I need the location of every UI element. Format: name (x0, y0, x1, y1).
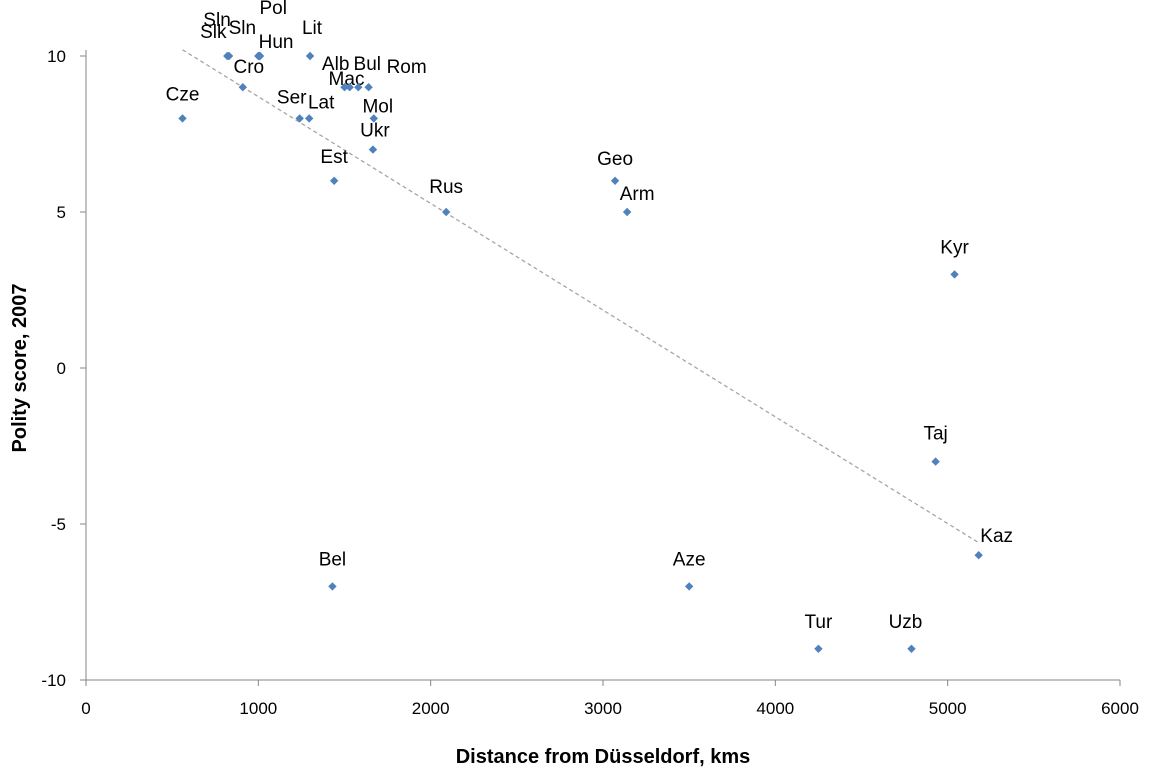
data-point-mol (369, 114, 378, 123)
x-tick-label: 0 (81, 699, 90, 718)
data-label-geo: Geo (597, 149, 633, 170)
data-point-cro (238, 83, 248, 92)
data-label-bul: Bul (354, 54, 381, 75)
data-label-cze: Cze (166, 84, 200, 105)
x-tick-label: 3000 (584, 699, 622, 718)
data-label-slk: Slk (200, 22, 227, 43)
data-point-lit (305, 51, 315, 61)
x-tick-label: 5000 (929, 699, 967, 718)
data-point-bul (354, 83, 363, 92)
data-label-alb: Alb (322, 54, 349, 75)
data-point-geo (610, 176, 620, 185)
data-label-mol: Mol (362, 96, 393, 117)
y-tick-label: 0 (57, 359, 66, 378)
data-point-tur (814, 644, 823, 653)
data-point-arm (622, 207, 632, 217)
y-tick-label: 5 (57, 203, 66, 222)
data-label-sln: Sln (203, 10, 230, 31)
data-label-est: Est (320, 147, 348, 168)
y-axis-title: Polity score, 2007 (9, 284, 31, 453)
x-tick-label: 4000 (756, 699, 794, 718)
data-label-mac: Mac (329, 69, 365, 90)
data-point-rus (441, 207, 451, 217)
data-label-rom: Rom (387, 57, 427, 78)
data-label-pol: Pol (259, 0, 286, 19)
data-label-bel: Bel (319, 549, 346, 570)
y-tick-label: -10 (41, 671, 66, 690)
y-tick-label: 10 (47, 47, 66, 66)
data-label-arm: Arm (620, 184, 655, 205)
data-point-ukr (368, 145, 378, 154)
data-label-uzb: Uzb (889, 612, 923, 633)
data-label-sln: Sln (229, 18, 256, 39)
x-tick-label: 1000 (239, 699, 277, 718)
data-point-est (329, 176, 339, 185)
data-point-hun (255, 51, 265, 61)
data-point-uzb (907, 644, 916, 653)
x-tick-label: 2000 (412, 699, 450, 718)
y-tick-label: -5 (51, 515, 66, 534)
plot-area: 0 1000 2000 3000 4000 5000 6000 10 5 0 -5 -10 Cze Slk… (41, 0, 1138, 718)
data-point-lat (304, 114, 314, 123)
data-label-kaz: Kaz (980, 526, 1013, 547)
data-label-tur: Tur (805, 612, 833, 633)
data-point-cze (178, 114, 187, 123)
data-point-sln (224, 51, 234, 61)
data-point-mac (340, 83, 349, 92)
data-label-kyr: Kyr (940, 237, 969, 258)
data-point-taj (931, 457, 940, 466)
data-label-aze: Aze (673, 549, 706, 570)
trendline (182, 49, 980, 544)
x-axis-title: Distance from Düsseldorf, kms (456, 746, 751, 768)
data-label-lat: Lat (308, 92, 335, 113)
data-label-rus: Rus (429, 177, 463, 198)
data-point-kyr (950, 270, 959, 279)
data-point-rom (364, 83, 373, 92)
data-label-lit: Lit (302, 18, 323, 39)
data-label-ser: Ser (277, 87, 307, 108)
data-point-aze (684, 582, 694, 591)
data-point-bel (328, 582, 337, 591)
data-point-alb (345, 83, 354, 92)
data-point-ser (295, 114, 304, 123)
x-tick-label: 6000 (1101, 699, 1139, 718)
data-label-ukr: Ukr (360, 121, 390, 142)
data-point-kaz (974, 551, 983, 560)
data-label-taj: Taj (923, 424, 947, 445)
data-label-cro: Cro (234, 57, 265, 78)
data-label-hun: Hun (259, 32, 294, 53)
